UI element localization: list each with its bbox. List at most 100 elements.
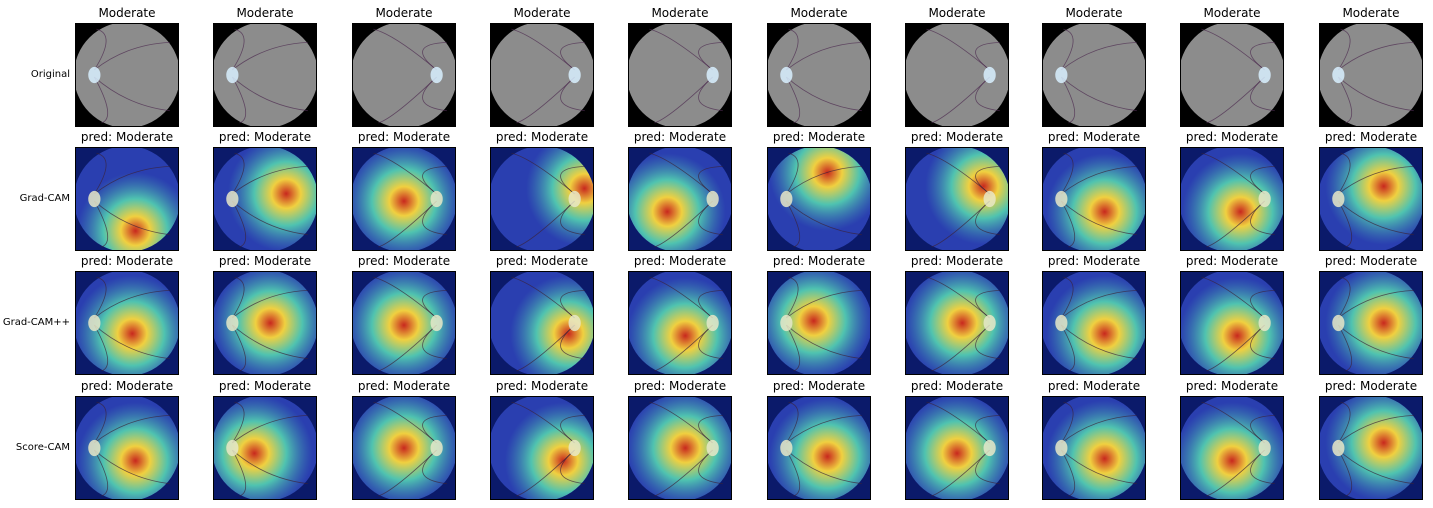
retina-image: [1043, 272, 1145, 374]
retina-image: [629, 24, 731, 126]
pred-label-gradcampp-3: pred: Moderate: [357, 254, 451, 268]
pred-label-scorecam-10: pred: Moderate: [1324, 379, 1418, 393]
retina-image: [491, 148, 593, 250]
retina-image: [214, 397, 316, 499]
panel-original-2: [213, 23, 317, 127]
retina-image: [1320, 272, 1422, 374]
column-title-8: Moderate: [1065, 6, 1123, 20]
pred-label-scorecam-6: pred: Moderate: [772, 379, 866, 393]
panel-gradcampp-8: [1042, 271, 1146, 375]
retina-image: [491, 397, 593, 499]
retina-image: [1181, 397, 1283, 499]
pred-label-gradcampp-5: pred: Moderate: [633, 254, 727, 268]
panel-scorecam-9: [1180, 396, 1284, 500]
panel-scorecam-4: [490, 396, 594, 500]
column-title-7: Moderate: [928, 6, 986, 20]
retina-image: [491, 272, 593, 374]
panel-gradcampp-1: [75, 271, 179, 375]
pred-label-gradcampp-1: pred: Moderate: [80, 254, 174, 268]
column-title-10: Moderate: [1342, 6, 1400, 20]
retina-image: [768, 397, 870, 499]
retina-image: [76, 397, 178, 499]
retina-image: [1181, 148, 1283, 250]
panel-gradcampp-3: [352, 271, 456, 375]
panel-original-7: [905, 23, 1009, 127]
retina-image: [1320, 148, 1422, 250]
retina-image: [1181, 272, 1283, 374]
pred-label-gradcam-10: pred: Moderate: [1324, 130, 1418, 144]
retina-image: [906, 397, 1008, 499]
retina-image: [214, 272, 316, 374]
retina-image: [1043, 397, 1145, 499]
pred-label-gradcam-2: pred: Moderate: [218, 130, 312, 144]
panel-original-3: [352, 23, 456, 127]
retina-image: [214, 24, 316, 126]
panel-gradcampp-6: [767, 271, 871, 375]
retina-image: [906, 272, 1008, 374]
pred-label-scorecam-9: pred: Moderate: [1185, 379, 1279, 393]
retina-image: [768, 148, 870, 250]
pred-label-gradcampp-8: pred: Moderate: [1047, 254, 1141, 268]
panel-scorecam-8: [1042, 396, 1146, 500]
retina-image: [768, 272, 870, 374]
panel-scorecam-2: [213, 396, 317, 500]
panel-scorecam-1: [75, 396, 179, 500]
panel-original-10: [1319, 23, 1423, 127]
column-title-5: Moderate: [651, 6, 709, 20]
row-label-original: Original: [30, 69, 70, 80]
panel-gradcam-4: [490, 147, 594, 251]
panel-gradcam-2: [213, 147, 317, 251]
retina-image: [629, 272, 731, 374]
row-label-scorecam: Score-CAM: [15, 442, 70, 453]
panel-scorecam-3: [352, 396, 456, 500]
pred-label-gradcam-4: pred: Moderate: [495, 130, 589, 144]
row-label-gradcam: Grad-CAM: [19, 193, 70, 204]
retina-image: [629, 397, 731, 499]
column-title-9: Moderate: [1203, 6, 1261, 20]
retina-image: [353, 24, 455, 126]
pred-label-gradcampp-6: pred: Moderate: [772, 254, 866, 268]
retina-image: [76, 272, 178, 374]
pred-label-gradcam-6: pred: Moderate: [772, 130, 866, 144]
pred-label-scorecam-1: pred: Moderate: [80, 379, 174, 393]
panel-original-5: [628, 23, 732, 127]
pred-label-gradcam-1: pred: Moderate: [80, 130, 174, 144]
panel-gradcampp-4: [490, 271, 594, 375]
panel-original-8: [1042, 23, 1146, 127]
pred-label-scorecam-7: pred: Moderate: [910, 379, 1004, 393]
panel-scorecam-6: [767, 396, 871, 500]
panel-gradcampp-2: [213, 271, 317, 375]
pred-label-gradcampp-4: pred: Moderate: [495, 254, 589, 268]
retina-image: [76, 24, 178, 126]
pred-label-scorecam-8: pred: Moderate: [1047, 379, 1141, 393]
panel-gradcam-10: [1319, 147, 1423, 251]
column-title-4: Moderate: [513, 6, 571, 20]
pred-label-gradcam-5: pred: Moderate: [633, 130, 727, 144]
column-title-3: Moderate: [375, 6, 433, 20]
panel-scorecam-5: [628, 396, 732, 500]
panel-gradcam-5: [628, 147, 732, 251]
pred-label-gradcampp-2: pred: Moderate: [218, 254, 312, 268]
panel-gradcampp-7: [905, 271, 1009, 375]
column-title-2: Moderate: [236, 6, 294, 20]
pred-label-gradcam-8: pred: Moderate: [1047, 130, 1141, 144]
panel-gradcampp-9: [1180, 271, 1284, 375]
panel-gradcam-9: [1180, 147, 1284, 251]
pred-label-gradcam-9: pred: Moderate: [1185, 130, 1279, 144]
column-title-1: Moderate: [98, 6, 156, 20]
panel-gradcam-7: [905, 147, 1009, 251]
pred-label-scorecam-4: pred: Moderate: [495, 379, 589, 393]
retina-image: [353, 397, 455, 499]
pred-label-gradcampp-9: pred: Moderate: [1185, 254, 1279, 268]
panel-gradcampp-10: [1319, 271, 1423, 375]
pred-label-scorecam-3: pred: Moderate: [357, 379, 451, 393]
panel-scorecam-7: [905, 396, 1009, 500]
retina-image: [353, 272, 455, 374]
retina-image: [491, 24, 593, 126]
retina-image: [629, 148, 731, 250]
panel-gradcam-3: [352, 147, 456, 251]
pred-label-scorecam-5: pred: Moderate: [633, 379, 727, 393]
pred-label-gradcam-3: pred: Moderate: [357, 130, 451, 144]
panel-original-9: [1180, 23, 1284, 127]
